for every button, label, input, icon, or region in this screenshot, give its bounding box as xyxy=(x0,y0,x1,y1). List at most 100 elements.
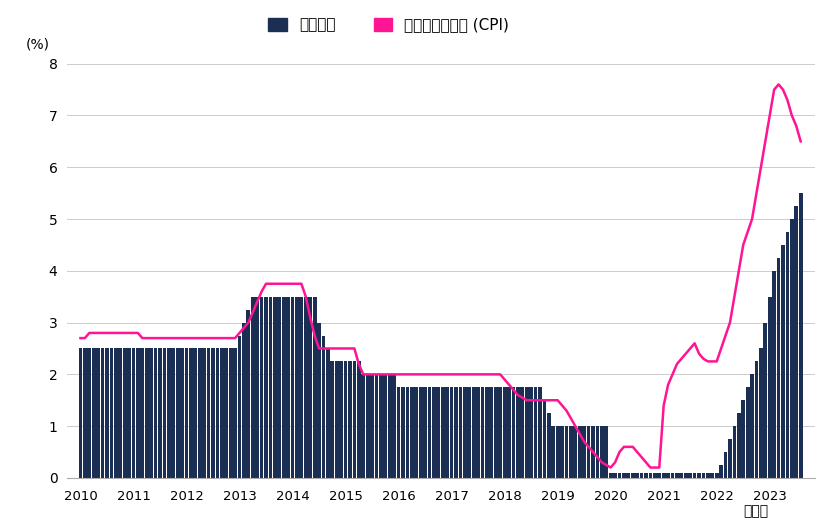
Bar xyxy=(79,348,82,478)
Bar xyxy=(706,473,710,478)
Bar xyxy=(144,348,149,478)
Text: （年）: （年） xyxy=(743,504,769,518)
Bar xyxy=(768,297,772,478)
Bar xyxy=(441,387,444,478)
Bar xyxy=(795,206,798,478)
Bar xyxy=(754,362,759,478)
Bar xyxy=(684,473,688,478)
Bar xyxy=(613,473,617,478)
Bar xyxy=(569,426,573,478)
Bar xyxy=(538,387,542,478)
Bar xyxy=(533,387,538,478)
Bar xyxy=(92,348,96,478)
Bar xyxy=(485,387,489,478)
Bar xyxy=(383,374,387,478)
Bar xyxy=(97,348,100,478)
Bar xyxy=(591,426,595,478)
Bar xyxy=(330,362,334,478)
Bar xyxy=(238,336,241,478)
Bar xyxy=(318,322,321,478)
Bar xyxy=(574,426,577,478)
Bar xyxy=(737,413,741,478)
Bar xyxy=(255,297,259,478)
Bar xyxy=(658,473,661,478)
Bar xyxy=(388,374,391,478)
Bar xyxy=(604,426,608,478)
Bar xyxy=(578,426,581,478)
Bar xyxy=(781,245,785,478)
Bar xyxy=(211,348,215,478)
Bar xyxy=(785,232,790,478)
Bar xyxy=(291,297,294,478)
Bar xyxy=(490,387,493,478)
Bar xyxy=(750,374,754,478)
Bar xyxy=(701,473,706,478)
Bar xyxy=(556,426,559,478)
Bar xyxy=(653,473,657,478)
Bar xyxy=(264,297,268,478)
Bar xyxy=(732,426,737,478)
Legend: 政策金利, 消費者物価指数 (CPI): 政策金利, 消費者物価指数 (CPI) xyxy=(268,18,509,32)
Bar xyxy=(162,348,166,478)
Bar xyxy=(109,348,113,478)
Bar xyxy=(759,348,763,478)
Bar xyxy=(476,387,480,478)
Bar xyxy=(586,426,591,478)
Bar xyxy=(467,387,471,478)
Bar xyxy=(507,387,511,478)
Bar xyxy=(224,348,228,478)
Bar xyxy=(494,387,497,478)
Bar xyxy=(365,374,370,478)
Bar xyxy=(640,473,643,478)
Bar xyxy=(392,374,396,478)
Bar xyxy=(339,362,343,478)
Bar xyxy=(300,297,303,478)
Bar xyxy=(609,473,612,478)
Bar xyxy=(790,219,794,478)
Bar xyxy=(463,387,467,478)
Bar xyxy=(357,362,360,478)
Bar xyxy=(207,348,211,478)
Bar xyxy=(216,348,219,478)
Bar xyxy=(711,473,714,478)
Bar xyxy=(335,362,339,478)
Bar xyxy=(617,473,622,478)
Bar xyxy=(273,297,276,478)
Bar xyxy=(449,387,454,478)
Bar xyxy=(644,473,648,478)
Bar xyxy=(600,426,604,478)
Bar xyxy=(662,473,665,478)
Bar xyxy=(503,387,507,478)
Bar xyxy=(181,348,184,478)
Bar xyxy=(406,387,409,478)
Bar xyxy=(648,473,653,478)
Bar xyxy=(167,348,171,478)
Bar xyxy=(414,387,418,478)
Bar xyxy=(516,387,520,478)
Bar xyxy=(83,348,87,478)
Bar xyxy=(123,348,127,478)
Bar xyxy=(375,374,378,478)
Bar xyxy=(543,400,546,478)
Bar xyxy=(171,348,175,478)
Bar xyxy=(437,387,440,478)
Bar xyxy=(136,348,139,478)
Bar xyxy=(631,473,635,478)
Bar xyxy=(529,387,533,478)
Bar xyxy=(551,426,555,478)
Bar xyxy=(582,426,586,478)
Bar xyxy=(547,413,551,478)
Bar xyxy=(472,387,475,478)
Bar xyxy=(202,348,206,478)
Bar xyxy=(666,473,670,478)
Bar xyxy=(361,374,365,478)
Bar xyxy=(764,322,767,478)
Bar xyxy=(670,473,675,478)
Bar xyxy=(105,348,109,478)
Bar xyxy=(498,387,502,478)
Bar xyxy=(560,426,564,478)
Bar xyxy=(312,297,317,478)
Bar xyxy=(282,297,286,478)
Bar xyxy=(480,387,485,478)
Bar xyxy=(746,387,749,478)
